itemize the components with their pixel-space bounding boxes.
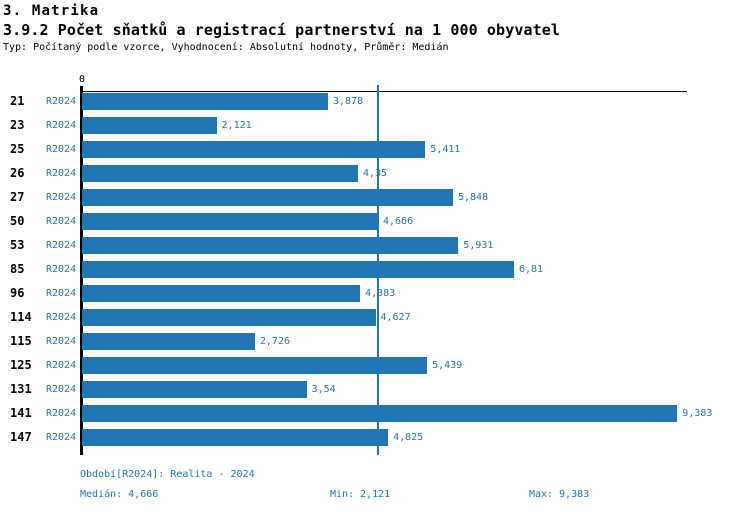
bar <box>82 308 376 326</box>
footer-median: Medián: 4,666 <box>80 489 159 500</box>
bar <box>82 404 678 422</box>
bar <box>82 116 217 134</box>
bar-value-label: 4,666 <box>383 215 414 227</box>
chart-row: 114 R2024 4,627 <box>0 308 750 326</box>
row-series-label: R2024 <box>46 335 77 347</box>
chart-row: 27 R2024 5,848 <box>0 188 750 206</box>
chart-row: 53 R2024 5,931 <box>0 236 750 254</box>
chart-row: 25 R2024 5,411 <box>0 140 750 158</box>
row-category-label: 25 <box>10 141 25 156</box>
row-category-label: 21 <box>10 93 25 108</box>
footer-period: Období[R2024]: Realita - 2024 <box>80 469 255 480</box>
chart-row: 125 R2024 5,439 <box>0 356 750 374</box>
row-series-label: R2024 <box>46 143 77 155</box>
chart-row: 131 R2024 3,54 <box>0 380 750 398</box>
bar-value-label: 3,878 <box>333 95 364 107</box>
row-category-label: 115 <box>10 333 32 348</box>
row-series-label: R2024 <box>46 167 77 179</box>
bar <box>82 332 255 350</box>
bar <box>82 92 328 110</box>
bar-value-label: 2,121 <box>221 119 252 131</box>
bar <box>82 188 453 206</box>
bar <box>82 236 459 254</box>
row-series-label: R2024 <box>46 359 77 371</box>
chart-row: 26 R2024 4,35 <box>0 164 750 182</box>
axis-top-line <box>82 91 687 92</box>
bar <box>82 260 514 278</box>
axis-vertical-line <box>80 86 83 455</box>
row-category-label: 85 <box>10 261 25 276</box>
bar <box>82 140 426 158</box>
chart-row: 23 R2024 2,121 <box>0 116 750 134</box>
chart-row: 50 R2024 4,666 <box>0 212 750 230</box>
bar-value-label: 5,411 <box>430 143 461 155</box>
bar-value-label: 4,627 <box>380 311 411 323</box>
row-series-label: R2024 <box>46 287 77 299</box>
footer-max: Max: 9,383 <box>529 489 590 500</box>
row-series-label: R2024 <box>46 311 77 323</box>
row-category-label: 96 <box>10 285 25 300</box>
row-series-label: R2024 <box>46 191 77 203</box>
chart-row: 21 R2024 3,878 <box>0 92 750 110</box>
chart-row: 85 R2024 6,81 <box>0 260 750 278</box>
row-series-label: R2024 <box>46 407 77 419</box>
row-category-label: 125 <box>10 357 32 372</box>
row-category-label: 53 <box>10 237 25 252</box>
bar <box>82 284 361 302</box>
bar-value-label: 5,931 <box>463 239 494 251</box>
row-series-label: R2024 <box>46 431 77 443</box>
bar <box>82 380 307 398</box>
bar-value-label: 4,35 <box>363 167 388 179</box>
row-category-label: 147 <box>10 429 32 444</box>
bar-value-label: 3,54 <box>311 383 336 395</box>
row-category-label: 114 <box>10 309 32 324</box>
bar-value-label: 5,439 <box>432 359 463 371</box>
chart-row: 96 R2024 4,383 <box>0 284 750 302</box>
row-series-label: R2024 <box>46 239 77 251</box>
bar <box>82 356 428 374</box>
chart-row: 147 R2024 4,825 <box>0 428 750 446</box>
chart-row: 115 R2024 2,726 <box>0 332 750 350</box>
row-series-label: R2024 <box>46 263 77 275</box>
bar <box>82 164 358 182</box>
section-title: 3. Matrika <box>3 3 100 19</box>
row-series-label: R2024 <box>46 119 77 131</box>
footer-min: Min: 2,121 <box>330 489 391 500</box>
bar-value-label: 6,81 <box>519 263 544 275</box>
row-category-label: 27 <box>10 189 25 204</box>
row-category-label: 26 <box>10 165 25 180</box>
bar <box>82 428 389 446</box>
chart-row: 141 R2024 9,383 <box>0 404 750 422</box>
axis-zero-label: 0 <box>78 74 86 85</box>
row-category-label: 23 <box>10 117 25 132</box>
row-series-label: R2024 <box>46 95 77 107</box>
chart-subtitle: Typ: Počítaný podle vzorce, Vyhodnocení:… <box>3 42 449 53</box>
row-category-label: 141 <box>10 405 32 420</box>
row-category-label: 131 <box>10 381 32 396</box>
row-series-label: R2024 <box>46 215 77 227</box>
bar-value-label: 9,383 <box>682 407 713 419</box>
bar-value-label: 5,848 <box>458 191 489 203</box>
row-category-label: 50 <box>10 213 25 228</box>
bar <box>82 212 378 230</box>
row-series-label: R2024 <box>46 383 77 395</box>
bar-value-label: 2,726 <box>259 335 290 347</box>
bar-value-label: 4,383 <box>365 287 396 299</box>
chart-title: 3.9.2 Počet sňatků a registrací partners… <box>3 21 560 39</box>
bar-value-label: 4,825 <box>393 431 424 443</box>
